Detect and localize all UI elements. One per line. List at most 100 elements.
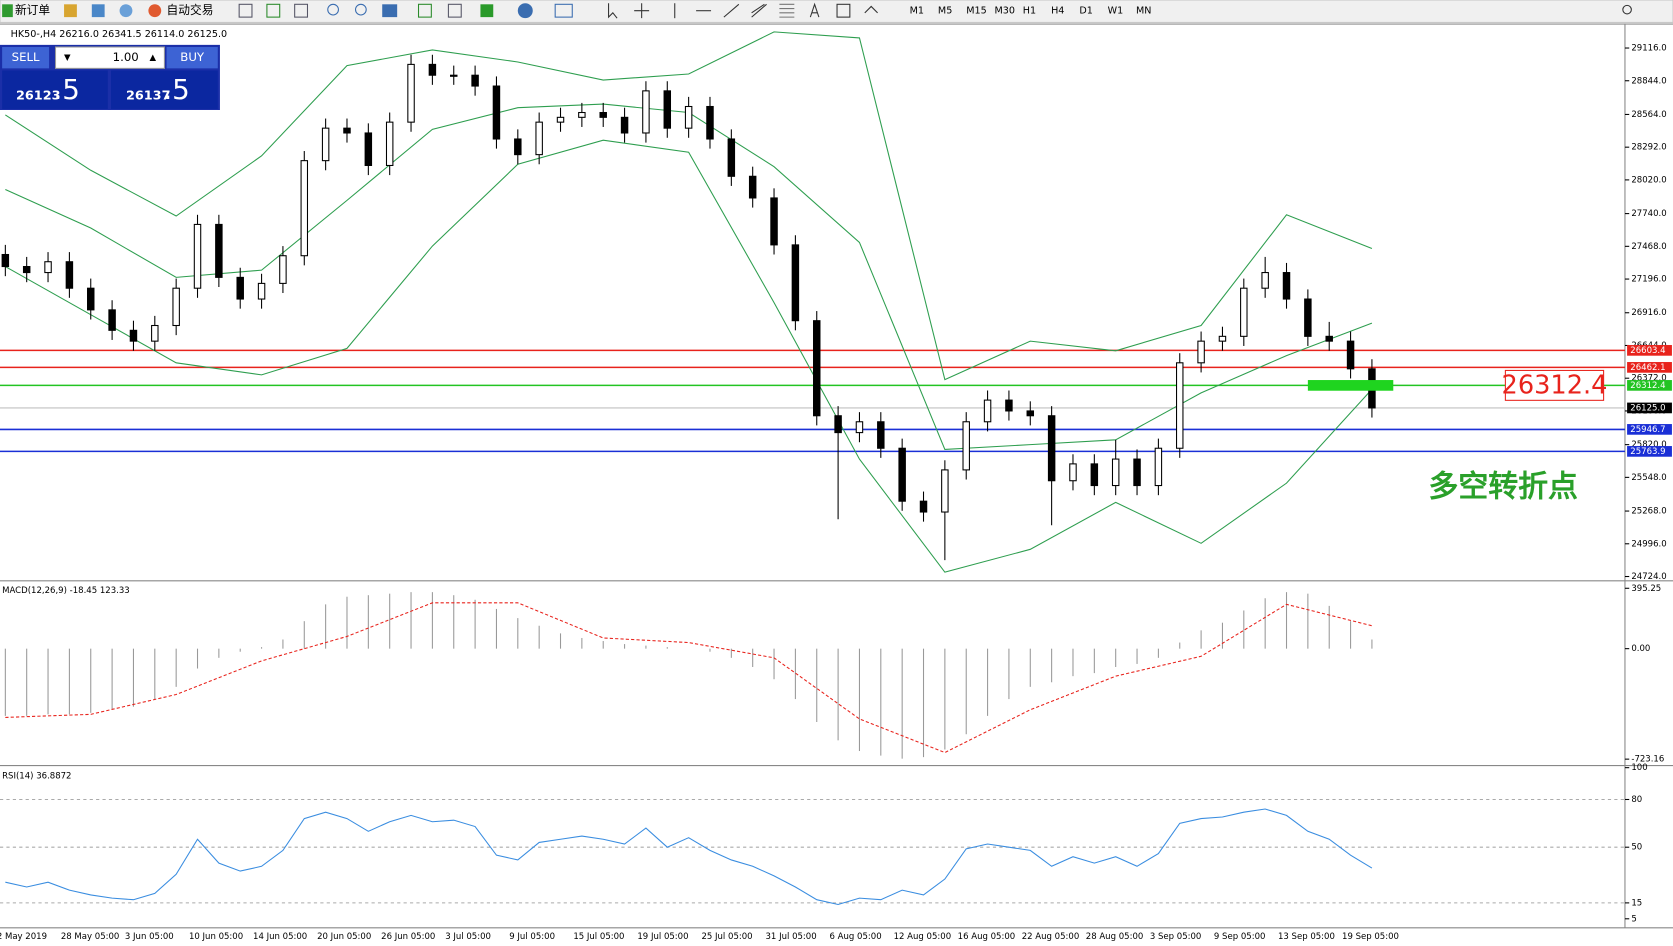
- bollinger-upper: [5, 31, 1373, 381]
- tool-icon[interactable]: [517, 3, 533, 19]
- candle-body: [1325, 335, 1333, 342]
- candle-body: [748, 175, 757, 199]
- candle-body: [877, 421, 885, 449]
- sell-price[interactable]: 26123: [16, 89, 61, 104]
- candle-body: [279, 255, 287, 284]
- candle-body: [962, 421, 970, 471]
- candle-body: [22, 266, 31, 274]
- trendline-icon[interactable]: [723, 3, 740, 18]
- candle-body: [727, 138, 736, 177]
- x-tick-label: 6 Aug 05:00: [830, 932, 882, 942]
- tool-icon[interactable]: [327, 3, 339, 16]
- timeframe[interactable]: H1: [1023, 6, 1036, 17]
- crosshair-icon[interactable]: [634, 3, 650, 19]
- x-tick-label: 28 May 05:00: [61, 932, 120, 942]
- new-order-icon[interactable]: [2, 4, 13, 18]
- tool-icon[interactable]: [382, 4, 398, 18]
- tool-icon[interactable]: [354, 3, 367, 16]
- toolbar-icon[interactable]: [119, 4, 133, 18]
- new-order[interactable]: 新订单: [15, 3, 50, 17]
- candle-body: [855, 421, 864, 434]
- candle-body: [535, 121, 543, 156]
- price-line-label: 25946.7: [1630, 425, 1665, 435]
- tool-icon[interactable]: [266, 3, 281, 18]
- candle-body: [321, 127, 330, 162]
- tool-icon[interactable]: [480, 4, 494, 18]
- timeframe[interactable]: D1: [1079, 6, 1093, 17]
- x-tick-label: 10 Jun 05:00: [189, 932, 243, 942]
- lot-value[interactable]: 1.00: [113, 50, 139, 64]
- auto-trading[interactable]: 自动交易: [167, 3, 214, 17]
- lot-input[interactable]: [54, 46, 165, 69]
- text-icon[interactable]: [809, 2, 820, 18]
- candle-body: [1154, 447, 1163, 487]
- auto-trading-icon[interactable]: [148, 4, 162, 18]
- tool-icon[interactable]: [417, 3, 432, 18]
- timeframe[interactable]: M5: [938, 6, 952, 17]
- callout-box: [1504, 369, 1605, 401]
- timeframe[interactable]: W1: [1108, 6, 1124, 17]
- sell-price-fraction[interactable]: .5: [53, 73, 79, 106]
- buy-label[interactable]: BUY: [180, 50, 205, 64]
- lot-up[interactable]: ▲: [149, 53, 156, 63]
- y-tick-label: 395.25: [1631, 584, 1661, 594]
- timeframe[interactable]: H4: [1051, 6, 1064, 17]
- y-tick-label: 50: [1631, 843, 1642, 853]
- fibo-icon[interactable]: [779, 3, 795, 18]
- candle-body: [941, 469, 949, 513]
- tool-icon[interactable]: [238, 3, 253, 18]
- buy-button[interactable]: [166, 47, 218, 69]
- candle-body: [1047, 415, 1056, 482]
- timeframe[interactable]: M15: [966, 6, 987, 17]
- price-line-tag: [1627, 446, 1672, 457]
- timeframe[interactable]: M30: [995, 6, 1016, 17]
- candle-body: [428, 63, 437, 76]
- y-tick-label: 15: [1631, 898, 1642, 908]
- toolbar-icon[interactable]: [91, 4, 105, 18]
- y-tick-label: 28844.0: [1631, 76, 1666, 86]
- x-tick-label: 26 Jun 05:00: [381, 932, 435, 942]
- candle-body: [1346, 340, 1355, 370]
- sell-price-box[interactable]: [2, 70, 108, 109]
- candle-body: [172, 287, 180, 327]
- sell-button[interactable]: [2, 47, 50, 69]
- sell-label[interactable]: SELL: [12, 50, 40, 64]
- candle-body: [151, 324, 159, 342]
- lot-down[interactable]: ▼: [64, 53, 71, 63]
- candle-body: [129, 329, 138, 342]
- y-tick-label: 0.00: [1631, 644, 1650, 654]
- buy-price[interactable]: 26137: [126, 89, 171, 104]
- y-tick-label: 24996.0: [1631, 539, 1666, 549]
- candle-body: [1197, 340, 1205, 364]
- candle-body: [813, 320, 821, 417]
- candle-body: [65, 261, 74, 289]
- timeframe[interactable]: MN: [1136, 6, 1151, 17]
- rsi-line: [5, 808, 1373, 906]
- price-line-label: 26125.0: [1630, 403, 1665, 413]
- tool-icon[interactable]: [554, 3, 573, 18]
- turning-zone: [1307, 380, 1394, 391]
- buy-price-fraction[interactable]: .5: [163, 73, 189, 106]
- tool-icon[interactable]: [447, 3, 462, 18]
- candle-body: [1026, 410, 1035, 417]
- price-line-label: 26312.4: [1630, 381, 1665, 391]
- candle-body: [471, 74, 479, 87]
- buy-price-box[interactable]: [111, 70, 218, 109]
- y-tick-label: 25268.0: [1631, 507, 1666, 517]
- timeframes: M1 M5 M15 M30 H1 H4 D1 W1 MN: [910, 6, 1152, 17]
- x-tick-label: 12 Aug 05:00: [894, 932, 952, 942]
- arrows-icon[interactable]: [864, 5, 878, 14]
- cursor-icon[interactable]: [608, 3, 618, 19]
- channel-icon[interactable]: [751, 3, 767, 18]
- label-icon[interactable]: [836, 3, 851, 18]
- search-icon[interactable]: [1622, 4, 1632, 15]
- candle-body: [1133, 458, 1141, 487]
- candle-body: [44, 261, 52, 274]
- tool-icon[interactable]: [294, 3, 309, 18]
- y-tick-label: 25820.0: [1631, 440, 1666, 450]
- timeframe[interactable]: M1: [910, 6, 924, 17]
- toolbar-icon[interactable]: [64, 4, 77, 18]
- candle-body: [898, 447, 906, 502]
